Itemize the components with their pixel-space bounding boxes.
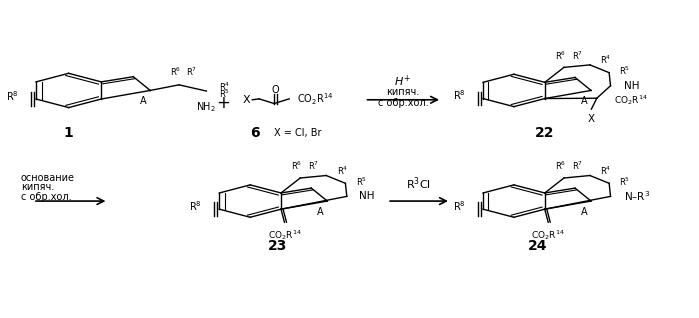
Text: H$^+$: H$^+$ bbox=[394, 73, 412, 89]
Text: R$^5$: R$^5$ bbox=[619, 176, 630, 188]
Text: +: + bbox=[216, 94, 230, 112]
Text: R$^8$: R$^8$ bbox=[453, 199, 466, 213]
Text: R$^6$: R$^6$ bbox=[170, 66, 181, 78]
Text: 22: 22 bbox=[535, 126, 554, 140]
Text: основание: основание bbox=[21, 173, 75, 183]
Text: CO$_2$R$^{14}$: CO$_2$R$^{14}$ bbox=[297, 91, 333, 107]
Text: R$^6$: R$^6$ bbox=[291, 160, 303, 172]
Text: O: O bbox=[272, 85, 280, 95]
Text: N–R$^3$: N–R$^3$ bbox=[624, 190, 651, 203]
Text: NH: NH bbox=[359, 191, 375, 201]
Text: R$^7$: R$^7$ bbox=[186, 66, 197, 78]
Text: R$^6$: R$^6$ bbox=[555, 160, 566, 172]
Text: NH: NH bbox=[624, 81, 640, 91]
Text: A: A bbox=[581, 207, 588, 217]
Text: 1: 1 bbox=[64, 126, 73, 140]
Text: A: A bbox=[317, 207, 324, 217]
Text: R$^7$: R$^7$ bbox=[572, 49, 583, 62]
Text: R$^4$: R$^4$ bbox=[600, 54, 612, 66]
Text: CO$_2$R$^{14}$: CO$_2$R$^{14}$ bbox=[531, 228, 565, 242]
Text: R$^3$Cl: R$^3$Cl bbox=[406, 176, 431, 192]
Text: кипяч.: кипяч. bbox=[21, 182, 54, 192]
Text: R$^8$: R$^8$ bbox=[189, 199, 202, 213]
Text: X: X bbox=[243, 95, 250, 105]
Text: NH$_2$: NH$_2$ bbox=[196, 100, 217, 114]
Text: R$^7$: R$^7$ bbox=[572, 160, 583, 172]
Text: R$^8$: R$^8$ bbox=[6, 89, 19, 103]
Text: кипяч.: кипяч. bbox=[387, 87, 419, 97]
Text: R$^5$: R$^5$ bbox=[219, 87, 230, 100]
Text: R$^7$: R$^7$ bbox=[308, 160, 319, 172]
Text: R$^5$: R$^5$ bbox=[356, 176, 367, 188]
Text: R$^4$: R$^4$ bbox=[336, 165, 348, 177]
Text: A: A bbox=[581, 96, 588, 106]
Text: R$^6$: R$^6$ bbox=[555, 49, 566, 62]
Text: 24: 24 bbox=[528, 239, 547, 253]
Text: с обр.хол.: с обр.хол. bbox=[377, 98, 428, 108]
Text: X: X bbox=[588, 114, 595, 124]
Text: R$^5$: R$^5$ bbox=[619, 65, 630, 77]
Text: CO$_2$R$^{14}$: CO$_2$R$^{14}$ bbox=[614, 93, 648, 107]
Text: 6: 6 bbox=[250, 126, 260, 140]
Text: с обр.хол.: с обр.хол. bbox=[21, 192, 71, 202]
Text: X = Cl, Br: X = Cl, Br bbox=[274, 128, 322, 137]
Text: R$^4$: R$^4$ bbox=[600, 165, 612, 177]
Text: A: A bbox=[140, 96, 147, 106]
Text: R$^8$: R$^8$ bbox=[453, 88, 466, 102]
Text: 23: 23 bbox=[268, 239, 287, 253]
Text: R$^4$: R$^4$ bbox=[219, 80, 230, 93]
Text: CO$_2$R$^{14}$: CO$_2$R$^{14}$ bbox=[268, 228, 301, 242]
